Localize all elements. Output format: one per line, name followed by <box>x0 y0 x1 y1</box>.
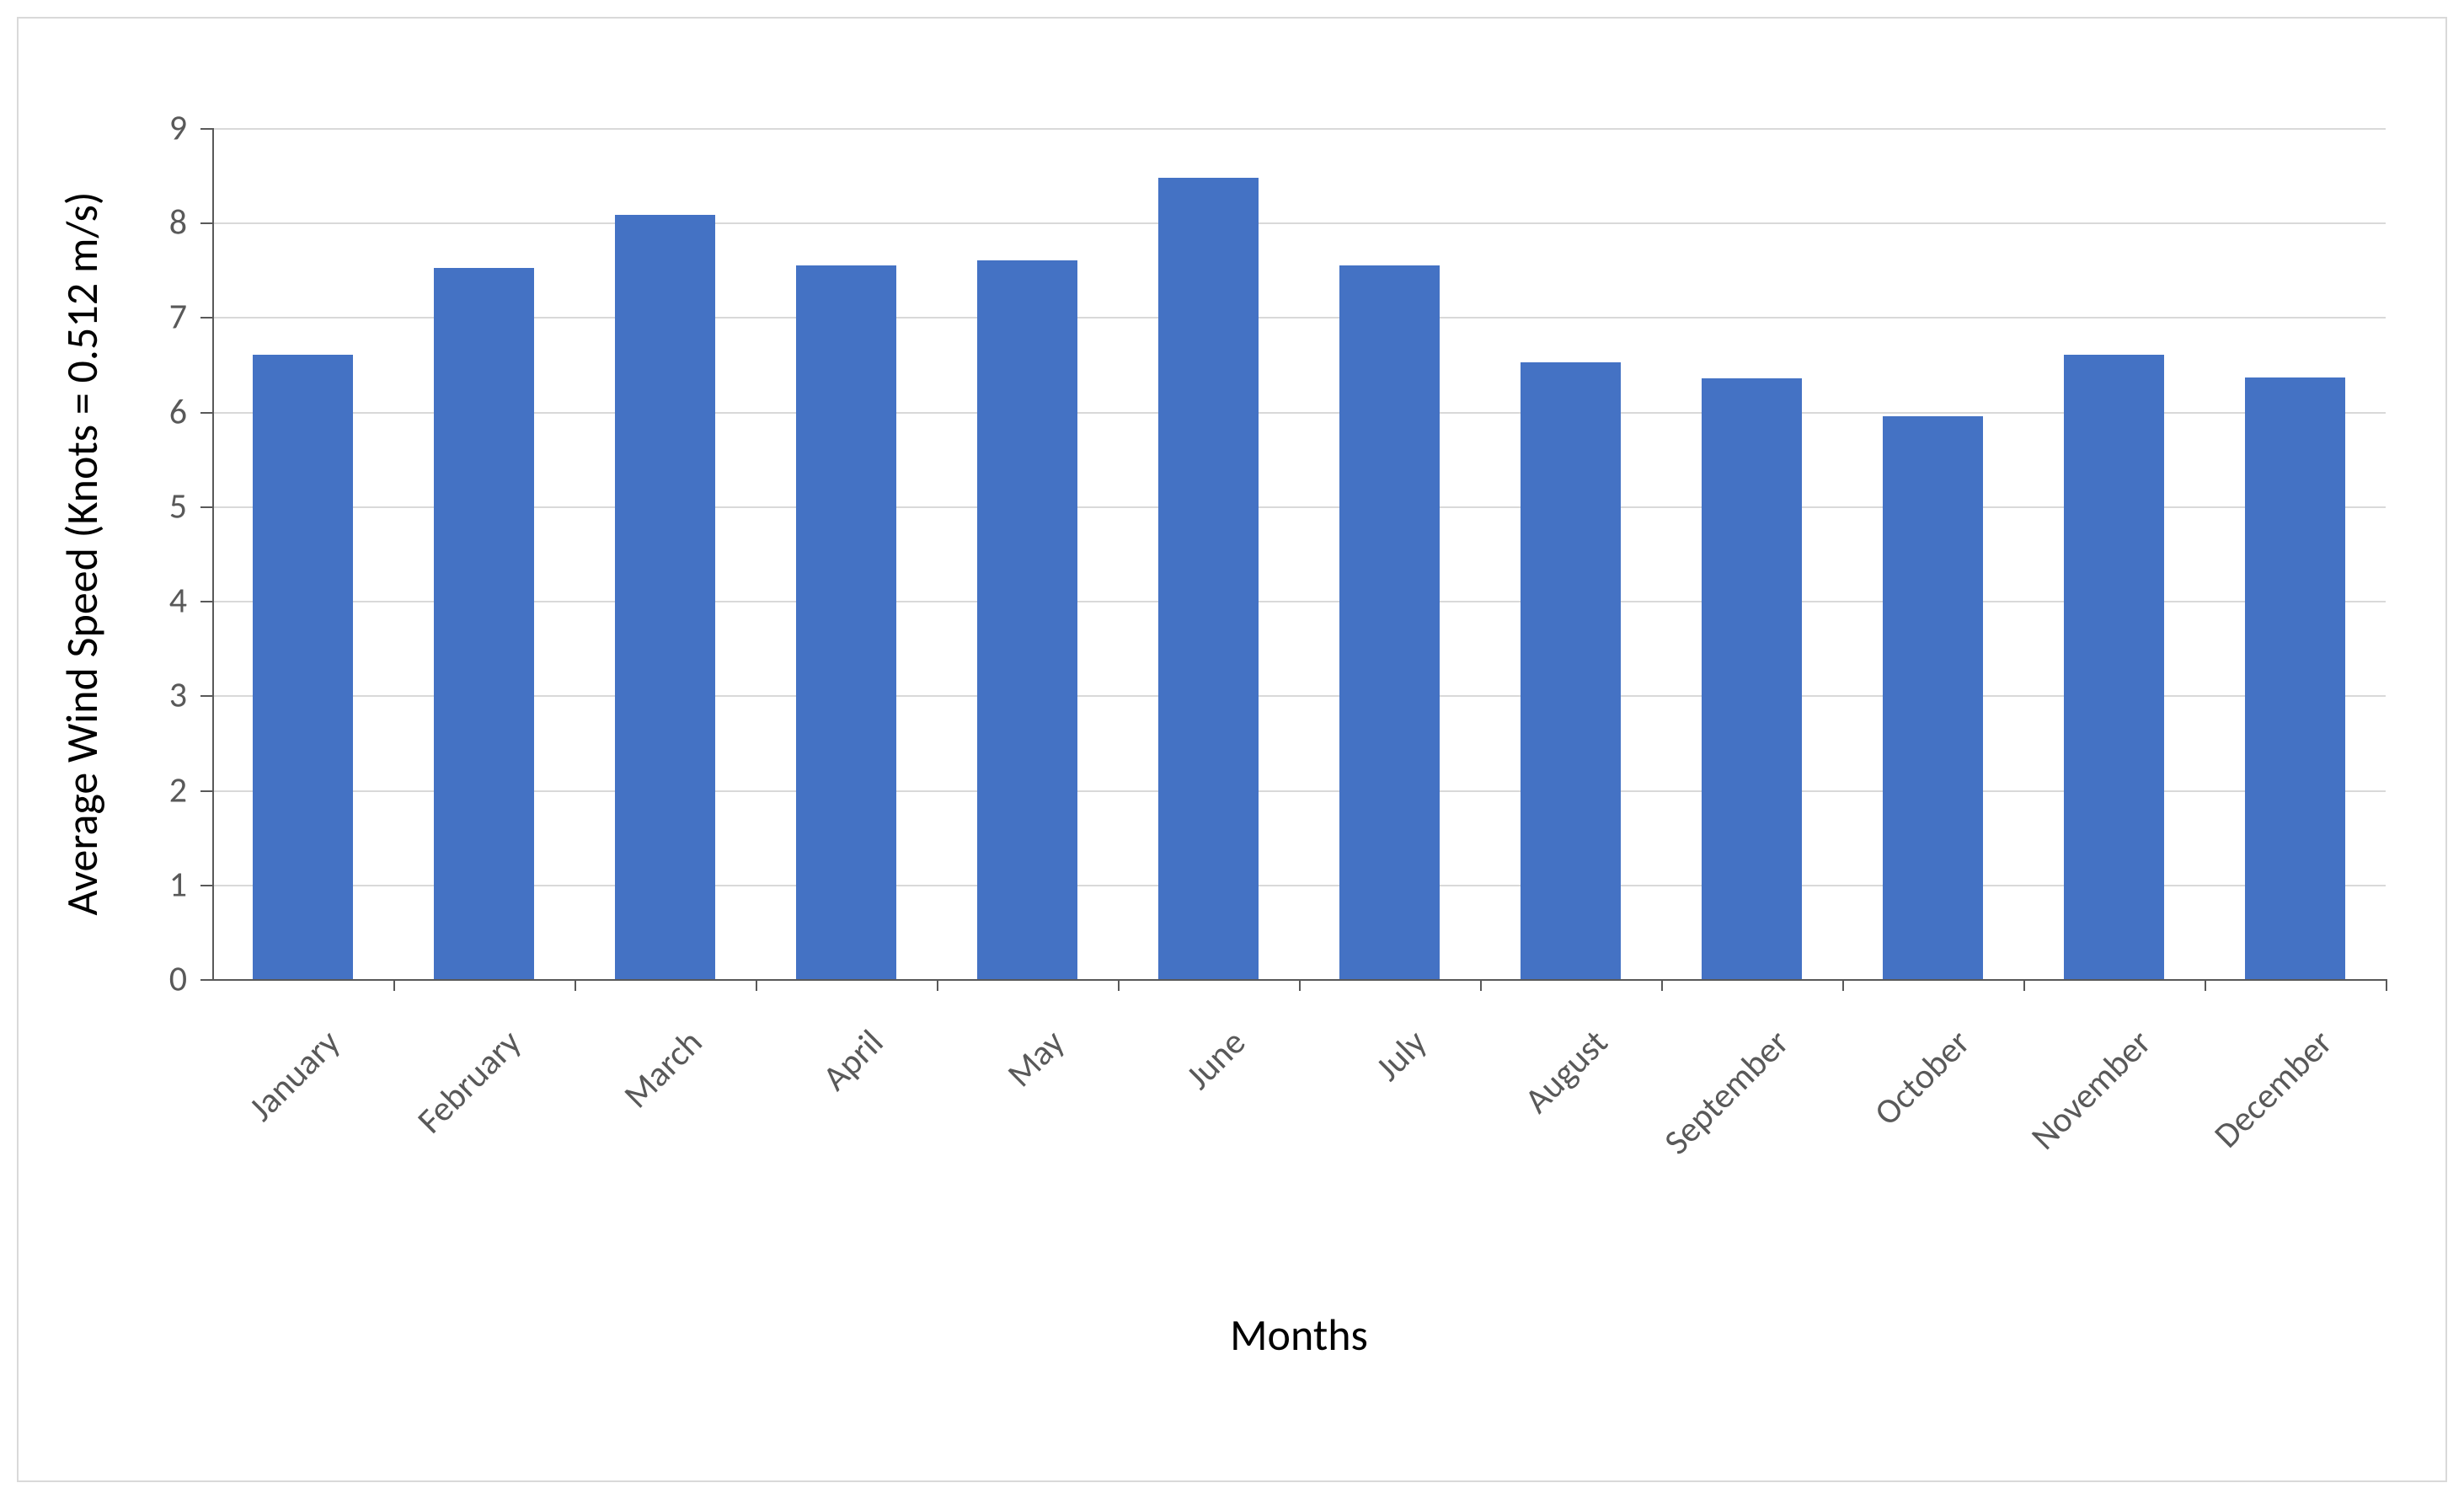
bar <box>1339 265 1439 979</box>
x-tick-label: April <box>564 1021 892 1350</box>
y-tick-mark <box>200 695 212 697</box>
y-tick-label: 1 <box>120 863 187 906</box>
bar <box>615 215 714 979</box>
y-tick-label: 4 <box>120 580 187 623</box>
x-tick-mark <box>1480 979 1482 991</box>
gridline <box>212 885 2386 886</box>
y-tick-mark <box>200 506 212 508</box>
x-tick-mark <box>1299 979 1301 991</box>
x-tick-label: July <box>1107 1021 1435 1350</box>
x-tick-mark <box>1842 979 1844 991</box>
chart-frame: Average Wind Speed (Knots = 0.512 m/s) M… <box>17 17 2447 1482</box>
x-tick-mark <box>393 979 395 991</box>
bar <box>1883 416 1982 979</box>
x-tick-label: November <box>1831 1021 2160 1350</box>
bar <box>434 268 533 979</box>
y-tick-mark <box>200 412 212 414</box>
bar <box>1702 378 1801 979</box>
x-tick-label: May <box>745 1021 1073 1350</box>
y-tick-mark <box>200 885 212 886</box>
plot-area: 0123456789JanuaryFebruaryMarchAprilMayJu… <box>212 128 2386 979</box>
y-tick-label: 5 <box>120 484 187 527</box>
gridline <box>212 222 2386 224</box>
x-tick-label: October <box>1650 1021 1979 1350</box>
y-tick-mark <box>200 128 212 130</box>
bar <box>1158 178 1258 979</box>
x-tick-label: January <box>20 1021 349 1350</box>
bar <box>253 355 352 979</box>
gridline <box>212 790 2386 792</box>
gridline <box>212 317 2386 319</box>
x-tick-mark <box>1661 979 1663 991</box>
y-tick-label: 6 <box>120 390 187 433</box>
bar <box>1521 362 1620 979</box>
y-tick-label: 0 <box>120 958 187 1001</box>
y-axis-title: Average Wind Speed (Knots = 0.512 m/s) <box>60 128 104 979</box>
y-tick-label: 7 <box>120 296 187 339</box>
y-tick-label: 9 <box>120 107 187 150</box>
y-tick-mark <box>200 790 212 792</box>
y-tick-label: 2 <box>120 768 187 811</box>
gridline <box>212 695 2386 697</box>
x-tick-mark <box>2386 979 2387 991</box>
x-tick-label: June <box>926 1021 1254 1350</box>
bar <box>2245 377 2344 979</box>
y-tick-mark <box>200 601 212 602</box>
y-tick-mark <box>200 317 212 319</box>
gridline <box>212 128 2386 130</box>
x-tick-mark <box>2023 979 2025 991</box>
x-tick-label: September <box>1469 1021 1798 1350</box>
bar <box>796 265 895 979</box>
x-tick-label: August <box>1288 1021 1617 1350</box>
y-tick-label: 3 <box>120 674 187 717</box>
y-tick-mark <box>200 222 212 224</box>
x-tick-mark <box>575 979 576 991</box>
gridline <box>212 412 2386 414</box>
x-tick-mark <box>937 979 938 991</box>
bar <box>977 260 1077 979</box>
x-tick-label: March <box>382 1021 711 1350</box>
y-axis-line <box>212 128 214 979</box>
bar <box>2064 355 2163 979</box>
x-tick-label: February <box>201 1021 530 1350</box>
x-tick-mark <box>756 979 757 991</box>
y-tick-mark <box>200 979 212 981</box>
x-tick-mark <box>2205 979 2206 991</box>
gridline <box>212 601 2386 602</box>
x-tick-mark <box>1118 979 1120 991</box>
y-tick-label: 8 <box>120 201 187 244</box>
x-tick-label: December <box>2012 1021 2341 1350</box>
gridline <box>212 506 2386 508</box>
